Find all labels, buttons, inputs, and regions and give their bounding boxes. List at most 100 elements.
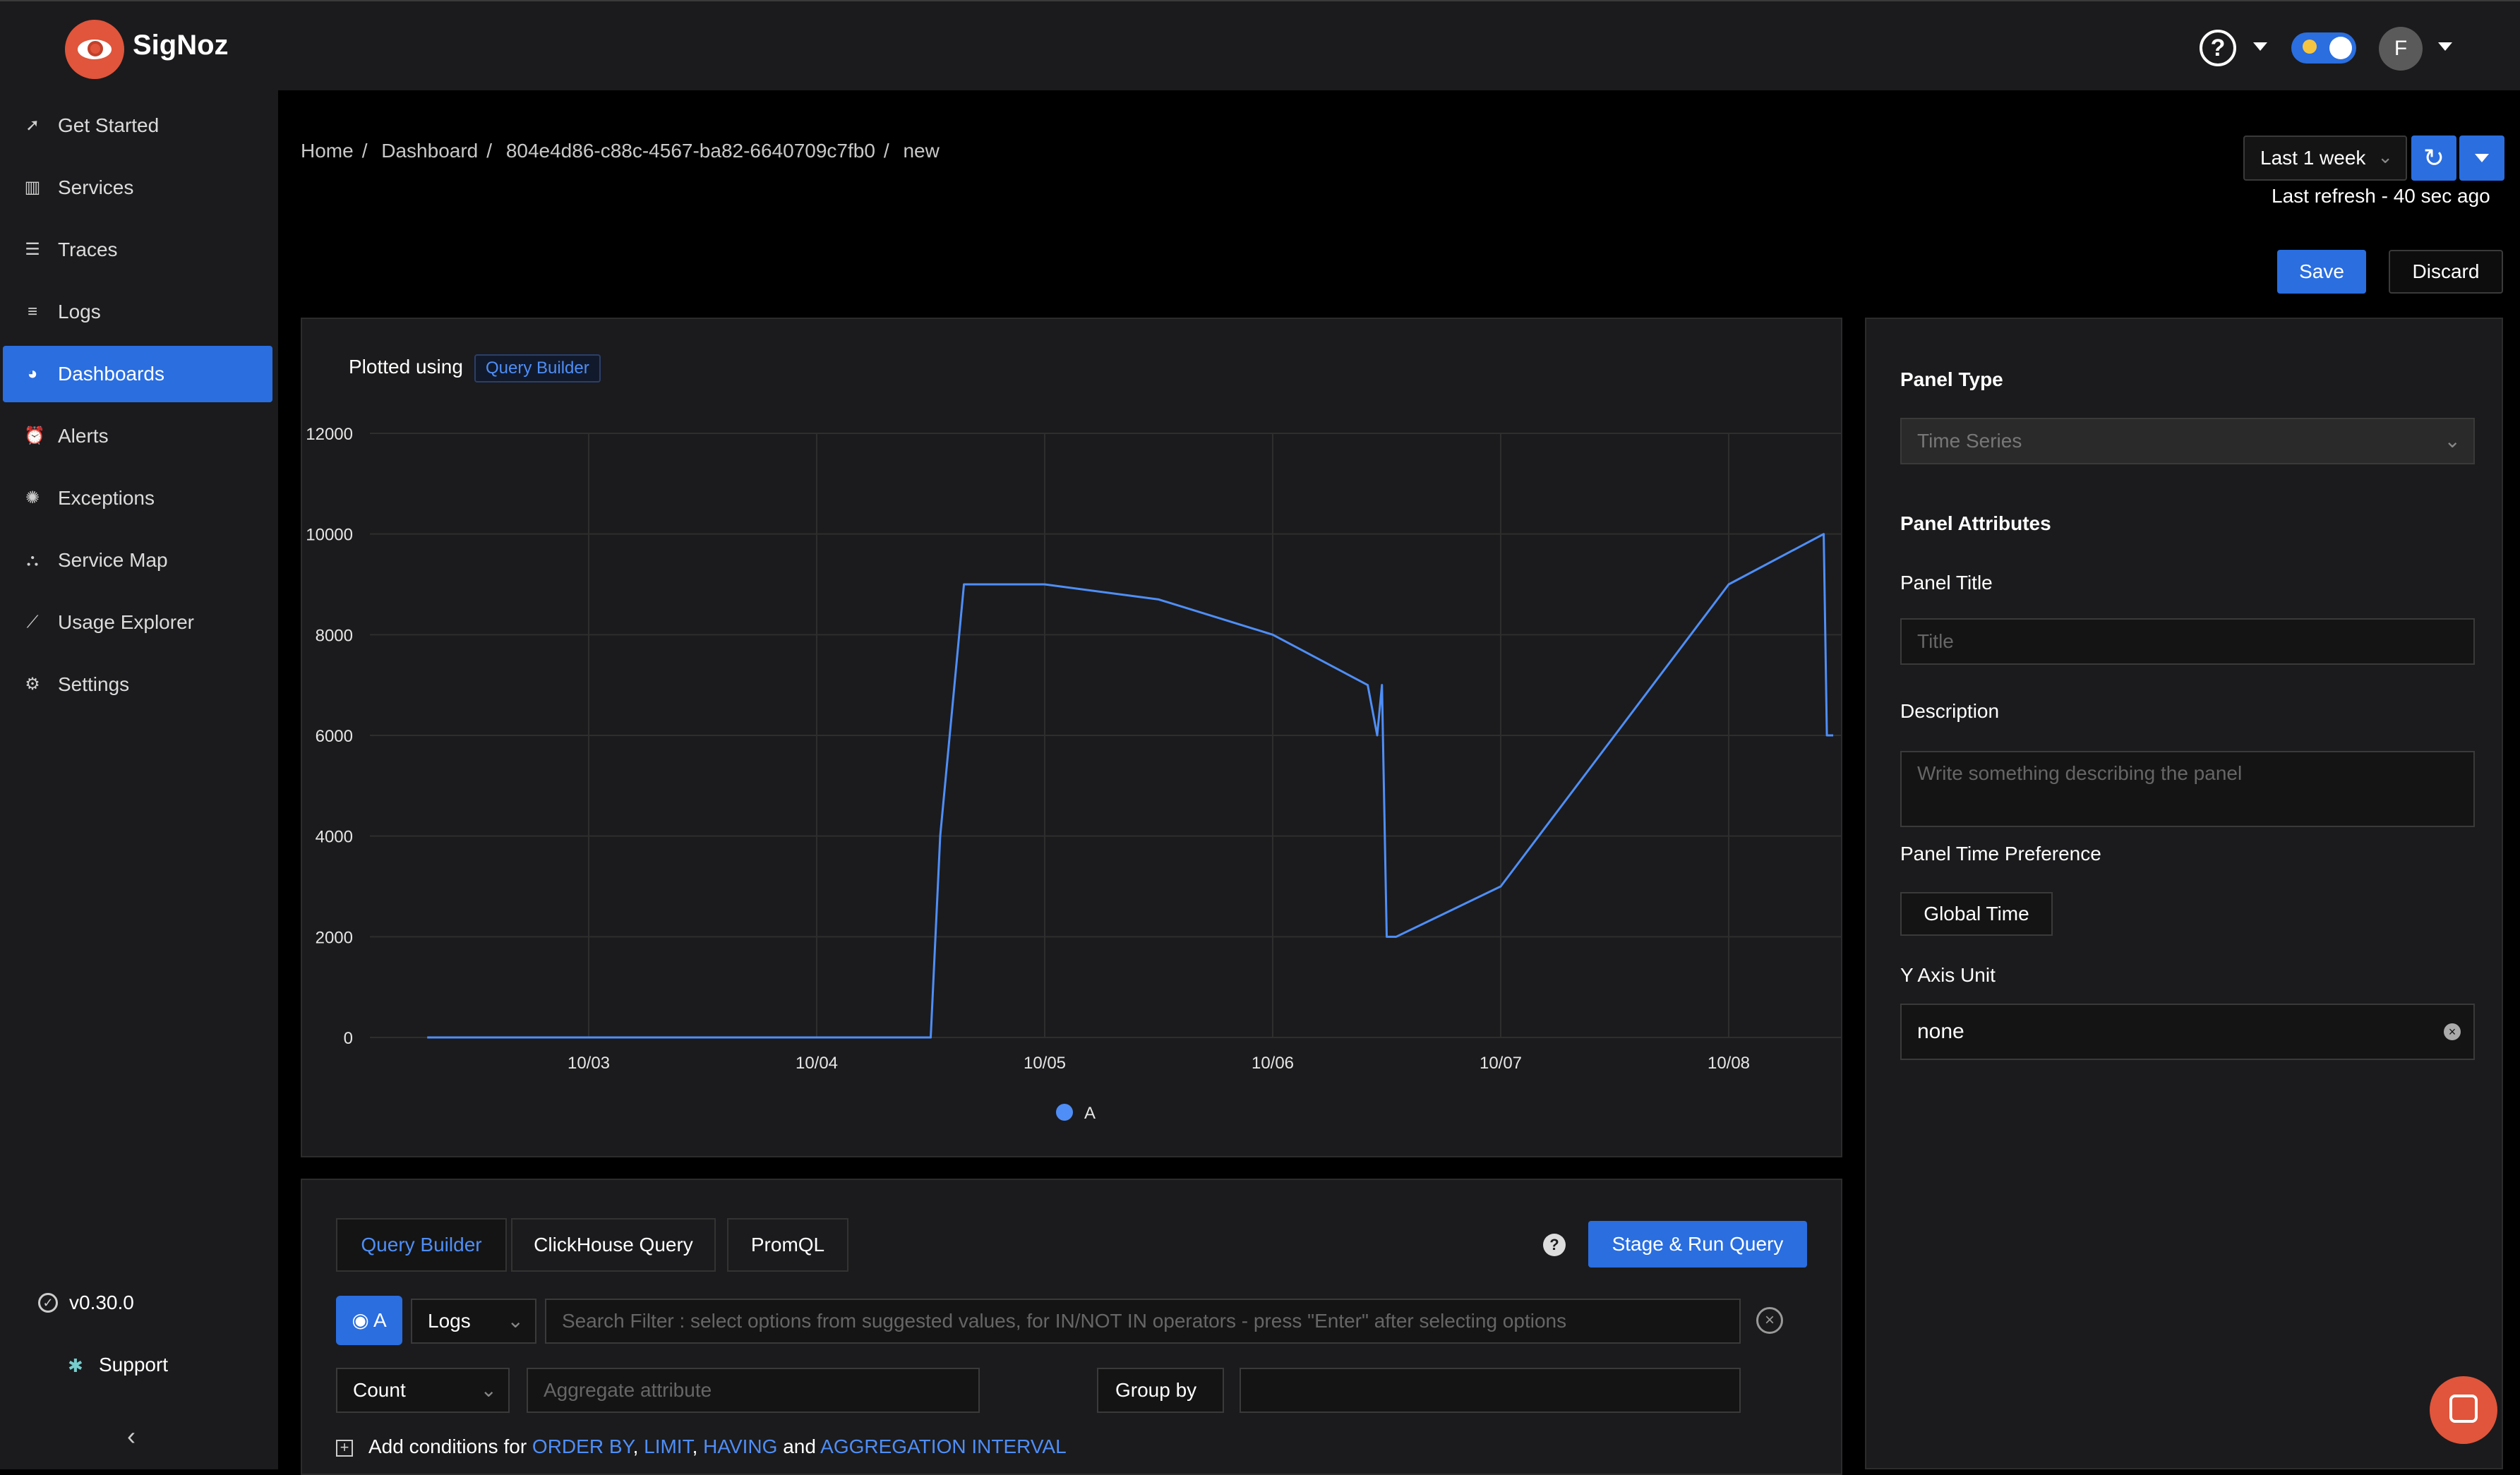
collapse-sidebar-icon[interactable]: ‹: [127, 1421, 136, 1450]
bug-icon: ✺: [25, 488, 40, 507]
aggregate-operator-select[interactable]: Count ⌄: [336, 1368, 510, 1413]
breadcrumb-dashboard-id[interactable]: 804e4d86-c88c-4567-ba82-6640709c7fb0: [505, 140, 875, 162]
breadcrumb: Home / Dashboard / 804e4d86-c88c-4567-ba82…: [301, 140, 948, 162]
clear-icon[interactable]: ×: [2444, 1023, 2461, 1040]
sidebar-item-alerts[interactable]: ⏰ Alerts: [3, 408, 272, 464]
sidebar-item-exceptions[interactable]: ✺ Exceptions: [3, 470, 272, 526]
query-builder-tag: Query Builder: [474, 354, 601, 383]
y-axis-unit-input[interactable]: none ×: [1900, 1004, 2475, 1060]
search-filter-input[interactable]: Search Filter : select options from sugg…: [545, 1299, 1741, 1344]
aggregation-interval-link[interactable]: AGGREGATION INTERVAL: [820, 1435, 1067, 1457]
sidebar-item-label: Alerts: [58, 425, 109, 447]
sidebar-item-label: Service Map: [58, 549, 168, 571]
tab-clickhouse-query[interactable]: ClickHouse Query: [511, 1218, 716, 1272]
x-tick-label: 10/08: [1708, 1054, 1750, 1073]
refresh-button[interactable]: ↻: [2411, 136, 2456, 181]
add-conditions-prefix: Add conditions for: [368, 1435, 527, 1457]
breadcrumb-dashboard[interactable]: Dashboard: [381, 140, 479, 162]
breadcrumb-home[interactable]: Home: [301, 140, 354, 162]
limit-link[interactable]: LIMIT: [644, 1435, 692, 1457]
sidebar-item-label: Logs: [58, 301, 101, 323]
description-textarea[interactable]: Write something describing the panel: [1900, 751, 2475, 827]
chat-support-icon[interactable]: [2430, 1376, 2497, 1444]
query-a-toggle[interactable]: ◉ A: [336, 1296, 402, 1345]
y-tick-label: 4000: [316, 828, 353, 847]
theme-toggle[interactable]: [2291, 32, 2356, 64]
moon-icon: [2303, 40, 2317, 54]
list-icon: ☰: [25, 240, 40, 259]
time-range-select[interactable]: Last 1 week ⌄: [2243, 136, 2407, 181]
x-tick-label: 10/06: [1252, 1054, 1294, 1073]
chevron-down-icon: ⌄: [2377, 146, 2393, 167]
refresh-icon: ↻: [2423, 143, 2445, 172]
and-word: and: [783, 1435, 816, 1457]
time-series-chart[interactable]: 0 2000 4000 6000 8000 10000 12000 10/03 10/04 10/…: [302, 319, 1844, 1159]
bar-chart-icon: ▥: [24, 178, 41, 197]
slack-icon: ✱: [68, 1355, 83, 1376]
sidebar-item-usage-explorer[interactable]: ⟋ Usage Explorer: [3, 594, 272, 651]
support-link[interactable]: ✱ Support: [68, 1354, 169, 1376]
tab-query-builder[interactable]: Query Builder: [336, 1218, 507, 1272]
sidebar: ➚ Get Started ▥ Services ☰ Traces ≡ Logs ◕ Da…: [0, 90, 278, 1469]
series-line-A: [427, 533, 1834, 1039]
avatar[interactable]: F: [2379, 27, 2423, 71]
user-chevron-down-icon[interactable]: [2438, 42, 2452, 51]
chevron-down-icon: [2475, 154, 2489, 162]
sidebar-item-service-map[interactable]: ⛬ Service Map: [3, 532, 272, 589]
panel-type-select[interactable]: Time Series ⌄: [1900, 418, 2475, 464]
brand-name[interactable]: SigNoz: [133, 30, 229, 61]
signoz-logo-icon[interactable]: [65, 20, 124, 79]
refresh-interval-button[interactable]: [2459, 136, 2504, 181]
y-tick-label: 2000: [316, 928, 353, 947]
sidebar-item-settings[interactable]: ⚙ Settings: [3, 656, 272, 713]
close-circle-icon[interactable]: ×: [1756, 1307, 1783, 1334]
top-bar: SigNoz ? F: [0, 0, 2520, 90]
time-preference-button[interactable]: Global Time: [1900, 892, 2053, 936]
graph-icon: ⛬: [26, 550, 39, 570]
lines-icon: ≡: [27, 302, 37, 321]
sidebar-item-label: Get Started: [58, 114, 160, 136]
x-tick-label: 10/03: [568, 1054, 610, 1073]
version-info[interactable]: ✓ v0.30.0: [38, 1292, 134, 1314]
sidebar-item-services[interactable]: ▥ Services: [3, 159, 272, 216]
sidebar-item-logs[interactable]: ≡ Logs: [3, 284, 272, 340]
description-label: Description: [1900, 700, 2000, 722]
eye-icon: ◉: [352, 1309, 373, 1331]
save-button[interactable]: Save: [2277, 250, 2366, 294]
panel-settings: Panel Type Time Series ⌄ Panel Attributes…: [1865, 318, 2503, 1469]
having-link[interactable]: HAVING: [703, 1435, 778, 1457]
breadcrumb-separator: /: [883, 140, 889, 162]
order-by-link[interactable]: ORDER BY: [532, 1435, 633, 1457]
last-refresh-text: Last refresh - 40 sec ago: [2272, 185, 2490, 207]
breadcrumb-separator: /: [486, 140, 493, 162]
y-tick-label: 8000: [316, 626, 353, 645]
group-by-input[interactable]: [1240, 1368, 1741, 1413]
sidebar-item-dashboards[interactable]: ◕ Dashboards: [3, 346, 272, 402]
query-panel: Query Builder ClickHouse Query PromQL ? …: [301, 1179, 1842, 1475]
help-chevron-down-icon[interactable]: [2253, 42, 2267, 51]
plus-square-icon[interactable]: +: [336, 1439, 353, 1457]
add-conditions-row[interactable]: + Add conditions for ORDER BY, LIMIT, HAV…: [336, 1435, 1067, 1458]
help-icon[interactable]: ?: [2200, 30, 2236, 66]
stage-run-query-button[interactable]: Stage & Run Query: [1588, 1221, 1807, 1268]
panel-title-input[interactable]: Title: [1900, 618, 2475, 665]
y-tick-label: 0: [344, 1029, 353, 1048]
dashboard-icon: ◕: [27, 364, 38, 383]
help-icon[interactable]: ?: [1543, 1234, 1566, 1256]
legend-label: A: [1084, 1104, 1096, 1123]
support-label: Support: [99, 1354, 169, 1375]
tab-promql[interactable]: PromQL: [727, 1218, 848, 1272]
chevron-down-icon: ⌄: [480, 1379, 497, 1401]
discard-button[interactable]: Discard: [2389, 250, 2503, 294]
sidebar-item-traces[interactable]: ☰ Traces: [3, 222, 272, 278]
sidebar-item-get-started[interactable]: ➚ Get Started: [3, 97, 272, 154]
sidebar-item-label: Services: [58, 176, 134, 198]
panel-title-label: Panel Title: [1900, 572, 1993, 594]
data-source-select[interactable]: Logs ⌄: [411, 1299, 536, 1344]
aggregate-attribute-input[interactable]: Aggregate attribute: [527, 1368, 980, 1413]
breadcrumb-current: new: [903, 140, 940, 162]
sidebar-item-label: Traces: [58, 239, 118, 260]
sidebar-item-label: Exceptions: [58, 487, 155, 509]
panel-attributes-heading: Panel Attributes: [1900, 512, 2051, 534]
check-circle-icon: ✓: [38, 1293, 58, 1313]
